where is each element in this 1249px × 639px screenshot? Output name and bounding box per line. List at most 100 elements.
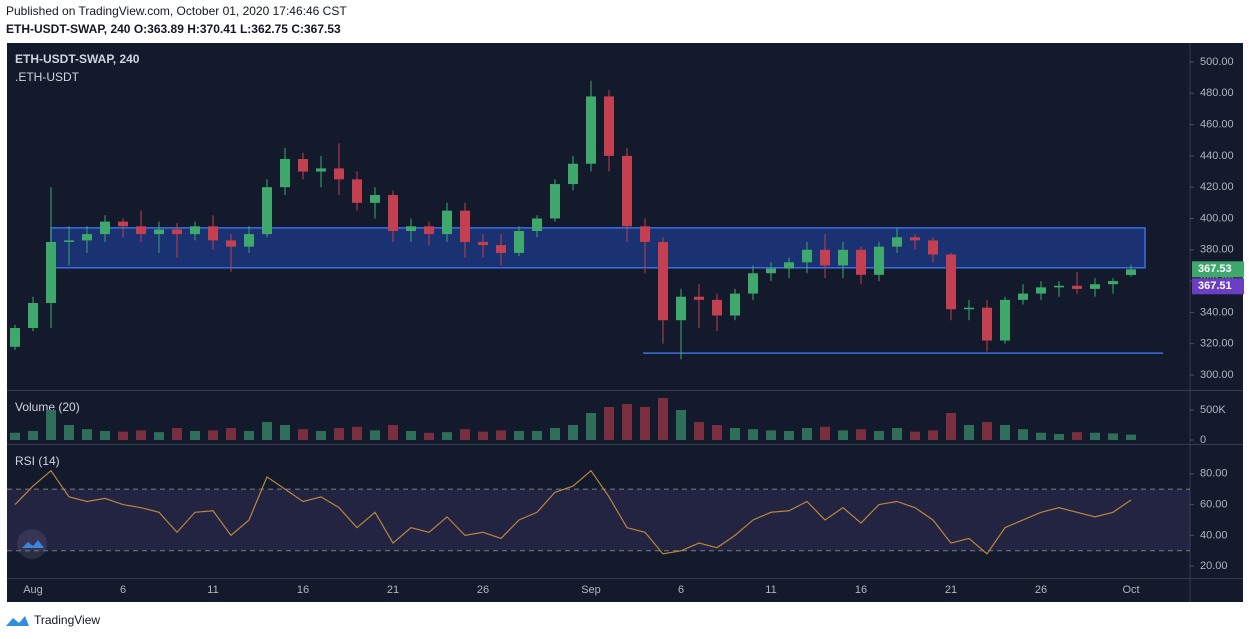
price-pane-title: ETH-USDT-SWAP, 240 bbox=[15, 52, 140, 66]
symbol-line: ETH-USDT-SWAP, 240 O:363.89 H:370.41 L:3… bbox=[6, 22, 341, 36]
price-tag: 367.53 bbox=[1192, 261, 1244, 278]
y-tick-label: 300.00 bbox=[1200, 369, 1234, 381]
y-tick-label: 380.00 bbox=[1200, 244, 1234, 256]
volume-bar bbox=[1126, 434, 1136, 440]
candle-body bbox=[640, 226, 650, 242]
volume-pane-title: Volume (20) bbox=[15, 400, 80, 414]
volume-bar bbox=[550, 427, 560, 440]
ohlc-open: O:363.89 bbox=[134, 22, 184, 36]
y-tick-label: 480.00 bbox=[1200, 87, 1234, 99]
x-tick-label: 21 bbox=[945, 584, 957, 596]
candle-body bbox=[118, 221, 128, 227]
candle-body bbox=[460, 210, 470, 242]
watermark-logo bbox=[17, 529, 47, 559]
candle-body bbox=[64, 240, 74, 242]
volume-bar bbox=[442, 432, 452, 440]
price-pane-subtitle: .ETH-USDT bbox=[15, 70, 80, 84]
volume-bar bbox=[568, 424, 578, 440]
candle-body bbox=[604, 96, 614, 156]
volume-bar bbox=[1090, 432, 1100, 440]
candle-body bbox=[244, 234, 254, 247]
candle-body bbox=[550, 184, 560, 219]
volume-bar bbox=[514, 430, 524, 440]
y-tick-label: 340.00 bbox=[1200, 306, 1234, 318]
volume-bar bbox=[298, 429, 308, 440]
published-note: Published on TradingView.com, October 01… bbox=[6, 4, 347, 18]
y-tick-label: 80.00 bbox=[1200, 468, 1228, 480]
candle-body bbox=[496, 245, 506, 253]
candle-body bbox=[478, 241, 488, 246]
x-tick-label: 6 bbox=[678, 584, 684, 596]
volume-bar bbox=[640, 406, 650, 440]
volume-bar bbox=[28, 430, 38, 440]
volume-bar bbox=[604, 406, 614, 440]
y-tick-label: 20.00 bbox=[1200, 560, 1228, 572]
volume-bar bbox=[856, 429, 866, 440]
volume-bar bbox=[910, 431, 920, 440]
footer-logo bbox=[6, 616, 29, 626]
volume-bar bbox=[928, 430, 938, 440]
price-tag-box bbox=[1192, 278, 1244, 295]
volume-bar bbox=[136, 430, 146, 440]
rsi-band bbox=[7, 489, 1190, 551]
candle-body bbox=[622, 155, 632, 227]
volume-bar bbox=[532, 430, 542, 440]
candle-body bbox=[190, 226, 200, 235]
candle-body bbox=[730, 293, 740, 316]
ohlc-low: L:362.75 bbox=[240, 22, 288, 36]
volume-bar bbox=[694, 421, 704, 440]
volume-bar bbox=[730, 427, 740, 440]
volume-bar bbox=[784, 430, 794, 440]
volume-bar bbox=[766, 430, 776, 440]
y-tick-label: 60.00 bbox=[1200, 498, 1228, 510]
y-tick-label: 500K bbox=[1200, 404, 1226, 416]
candle-body bbox=[658, 241, 668, 321]
x-tick-label: 26 bbox=[477, 584, 489, 596]
volume-bar bbox=[460, 429, 470, 440]
y-tick-label: 500.00 bbox=[1200, 56, 1234, 68]
price-tag: 367.51 bbox=[1192, 278, 1244, 295]
volume-bar bbox=[316, 430, 326, 440]
candle-body bbox=[586, 96, 596, 164]
candle-body bbox=[82, 234, 92, 241]
candle-body bbox=[1000, 299, 1010, 341]
candle-body bbox=[946, 254, 956, 310]
candle-body bbox=[712, 299, 722, 316]
candle-body bbox=[766, 268, 776, 274]
volume-bar bbox=[1018, 429, 1028, 440]
candle-body bbox=[10, 328, 20, 347]
volume-bar bbox=[1054, 433, 1064, 440]
x-tick-label: 16 bbox=[297, 584, 309, 596]
candle-body bbox=[154, 229, 164, 235]
candle-body bbox=[100, 221, 110, 235]
candle-body bbox=[388, 195, 398, 232]
candle-body bbox=[334, 168, 344, 180]
y-tick-label: 320.00 bbox=[1200, 338, 1234, 350]
volume-bar bbox=[82, 429, 92, 440]
candle-body bbox=[514, 231, 524, 253]
symbol: ETH-USDT-SWAP, 240 bbox=[6, 22, 131, 36]
candle-body bbox=[784, 262, 794, 269]
x-tick-label: 11 bbox=[207, 584, 218, 596]
candle-body bbox=[298, 159, 308, 172]
volume-bar bbox=[172, 427, 182, 440]
candle-body bbox=[1072, 285, 1082, 289]
x-tick-label: Oct bbox=[1122, 584, 1139, 596]
resistance-zone bbox=[50, 227, 1146, 269]
y-tick-label: 0 bbox=[1200, 434, 1206, 446]
candle-body bbox=[226, 240, 236, 247]
volume-bar bbox=[748, 429, 758, 440]
candle-body bbox=[316, 168, 326, 172]
volume-bar bbox=[1108, 433, 1118, 440]
price-tag-box bbox=[1192, 261, 1244, 278]
candle-body bbox=[532, 218, 542, 232]
rsi-line bbox=[14, 469, 1132, 555]
x-tick-label: 16 bbox=[855, 584, 867, 596]
volume-bar bbox=[100, 430, 110, 440]
candle-body bbox=[1018, 293, 1028, 300]
ohlc-close: C:367.53 bbox=[291, 22, 341, 36]
volume-bar bbox=[676, 409, 686, 440]
candle-body bbox=[838, 249, 848, 266]
